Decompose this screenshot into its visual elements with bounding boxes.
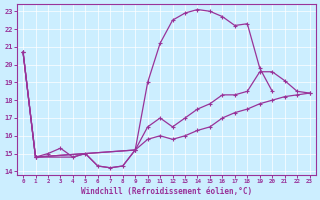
X-axis label: Windchill (Refroidissement éolien,°C): Windchill (Refroidissement éolien,°C) bbox=[81, 187, 252, 196]
